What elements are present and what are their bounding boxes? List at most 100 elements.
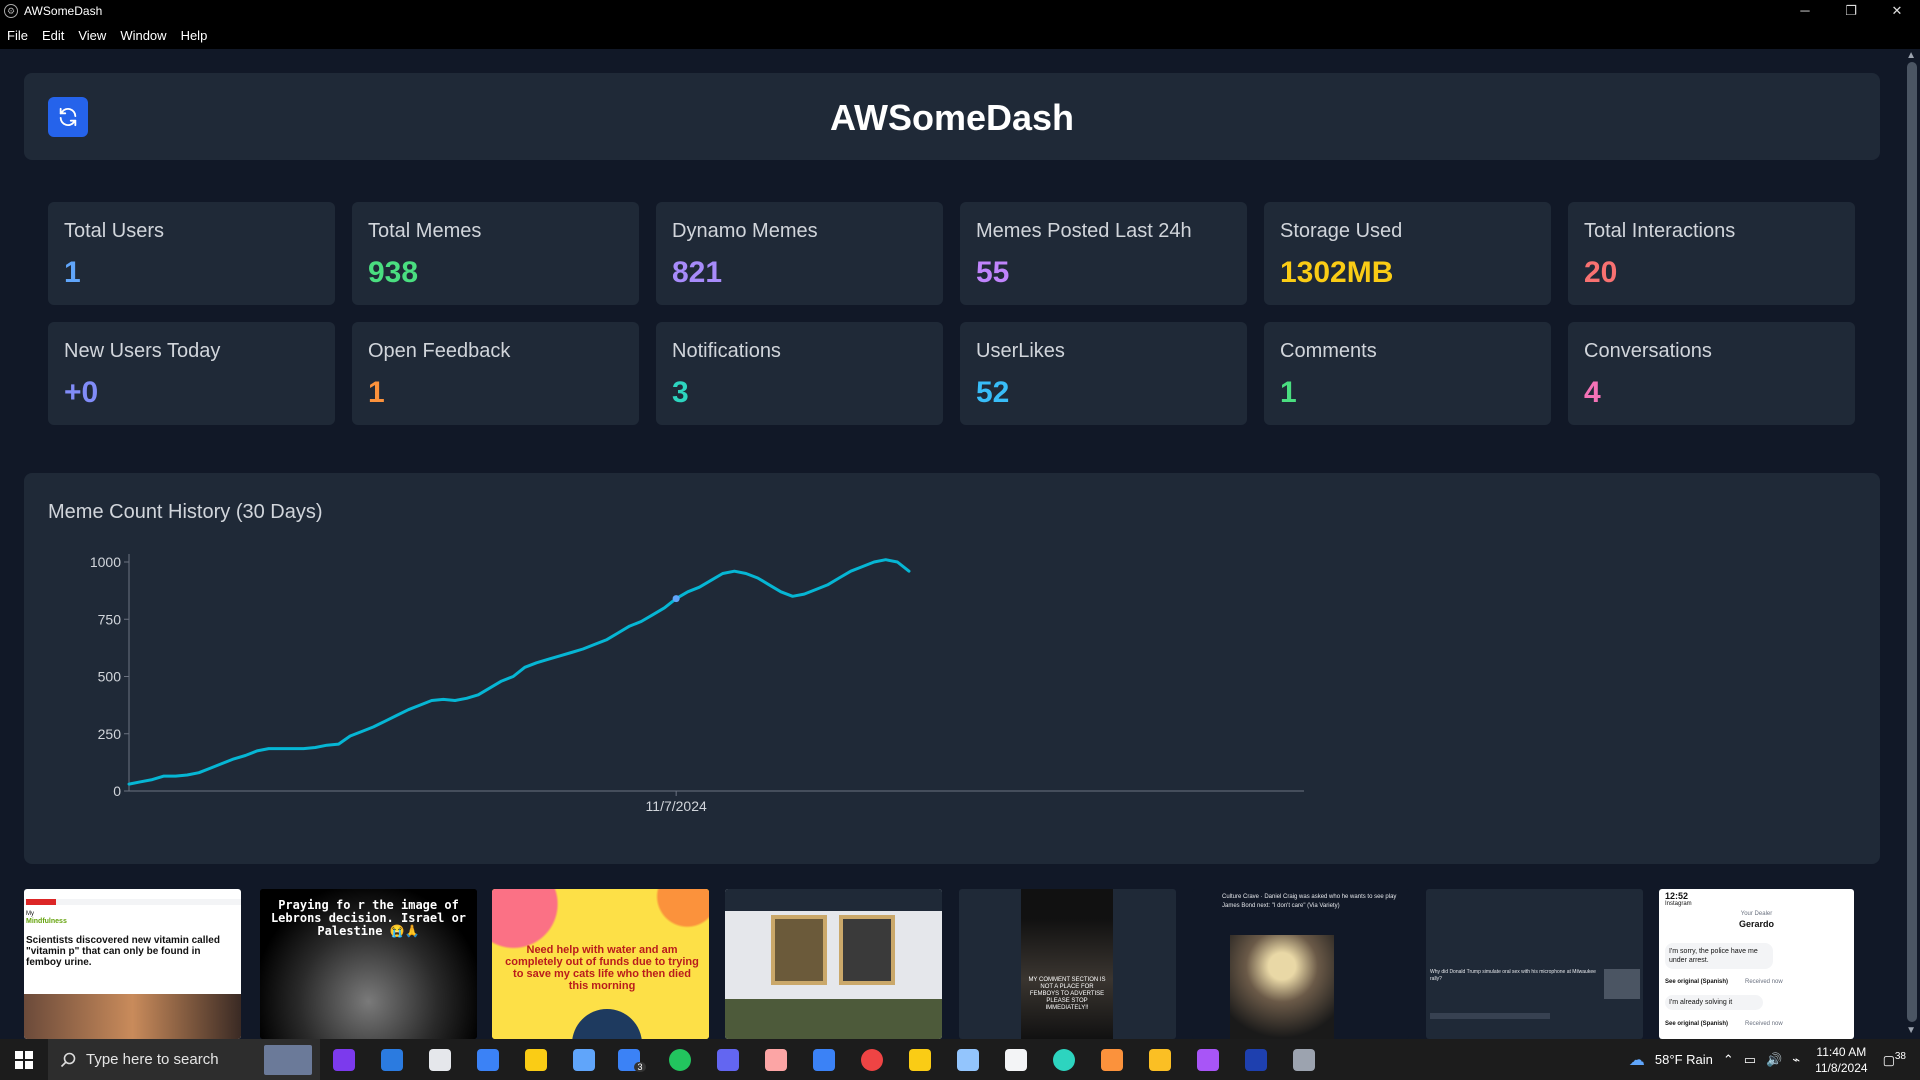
network-icon[interactable]: ⌁ xyxy=(1792,1051,1801,1067)
epic-icon[interactable] xyxy=(992,1039,1040,1080)
thumbnail-8[interactable]: 12:52 Instagram Your Dealer Gerardo I'm … xyxy=(1659,889,1854,1039)
stat-value: 20 xyxy=(1584,256,1618,289)
thumbnail-7-text: Why did Donald Trump simulate oral sex w… xyxy=(1430,969,1596,982)
chart-card: Meme Count History (30 Days) 0 250 500 750 1… xyxy=(24,473,1880,864)
stat-label: New Users Today xyxy=(64,340,221,362)
chart-highlight-point[interactable] xyxy=(672,595,680,603)
header-card: AWSomeDash xyxy=(24,73,1880,160)
start-button[interactable] xyxy=(0,1039,48,1080)
thumbnail-6-text: Culture Crave · Daniel Craig was asked w… xyxy=(1222,894,1397,909)
stat-value: 821 xyxy=(672,256,723,289)
thumbnail-3-text: Need help with water and am completely o… xyxy=(505,944,699,992)
stat-card-storage-used: Storage Used 1302MB xyxy=(1264,202,1551,305)
stat-label: Comments xyxy=(1280,340,1377,362)
restore-button[interactable]: ❐ xyxy=(1845,3,1857,18)
page-title: AWSomeDash xyxy=(829,97,1075,138)
stat-card-open-feedback: Open Feedback 1 xyxy=(352,322,639,425)
vectorworks-icon[interactable] xyxy=(416,1039,464,1080)
weather-text[interactable]: 58°F Rain xyxy=(1654,1052,1713,1067)
app-burst-icon[interactable] xyxy=(1088,1039,1136,1080)
shell-icon[interactable] xyxy=(752,1039,800,1080)
stat-card-total-memes: Total Memes 938 xyxy=(352,202,639,305)
refresh-button[interactable] xyxy=(48,97,88,137)
refresh-icon xyxy=(59,107,77,127)
vscode-icon[interactable] xyxy=(368,1039,416,1080)
close-button[interactable]: ✕ xyxy=(1891,3,1903,18)
chart-series-line xyxy=(127,558,911,786)
stat-value: 1 xyxy=(64,256,81,289)
chat-see-original-1: See original (Spanish) xyxy=(1665,979,1729,985)
scroll-up-icon[interactable]: ▲ xyxy=(1906,50,1916,61)
search-highlight-image xyxy=(264,1045,312,1075)
menu-file[interactable]: File xyxy=(7,27,28,43)
mail-icon[interactable]: 3 xyxy=(608,1039,656,1080)
stat-value: 3 xyxy=(672,376,689,409)
stat-label: Memes Posted Last 24h xyxy=(976,220,1192,242)
electron-icon[interactable] xyxy=(1280,1039,1328,1080)
taskbar-search[interactable]: Type here to search xyxy=(48,1039,320,1080)
file-explorer-icon[interactable] xyxy=(512,1039,560,1080)
stat-label: Total Interactions xyxy=(1584,220,1736,242)
copilot-icon[interactable] xyxy=(320,1039,368,1080)
volume-icon[interactable]: 🔊 xyxy=(1766,1051,1783,1067)
window-controls: ─ ❐ ✕ xyxy=(1782,0,1920,21)
menu-edit[interactable]: Edit xyxy=(41,27,65,43)
clock-time: 11:40 AM xyxy=(1816,1044,1867,1059)
windows-icon xyxy=(15,1050,33,1069)
thumbnail-7[interactable]: Why did Donald Trump simulate oral sex w… xyxy=(1426,889,1643,1039)
thumbnail-5[interactable]: MY COMMENT SECTION IS NOT A PLACE FOR FE… xyxy=(959,889,1176,1039)
thumbnail-3[interactable]: Need help with water and am completely o… xyxy=(492,889,709,1039)
clock-date: 11/8/2024 xyxy=(1815,1060,1868,1075)
stat-value: 1 xyxy=(368,376,385,409)
chart-y-tick-label: 750 xyxy=(98,611,122,627)
stat-value: 4 xyxy=(1584,376,1601,409)
app-icon: ⚙ xyxy=(4,3,18,18)
notification-count: 38 xyxy=(1894,1050,1906,1062)
clock[interactable]: 11:40 AM 11/8/2024 xyxy=(1805,1044,1878,1076)
chat-back: Instagram xyxy=(1665,901,1692,907)
edge-icon[interactable] xyxy=(656,1039,704,1080)
chart-y-tick-label: 1000 xyxy=(90,554,121,570)
menu-help[interactable]: Help xyxy=(180,27,208,43)
chrome-icon[interactable] xyxy=(848,1039,896,1080)
stat-label: Total Memes xyxy=(368,220,482,242)
chat-time: 12:52 xyxy=(1665,891,1689,901)
chat-message-2: I'm already solving it xyxy=(1665,995,1763,1010)
thumbnail-5-text: MY COMMENT SECTION IS NOT A PLACE FOR FE… xyxy=(1028,977,1106,1011)
chart-x-tick-label: 11/7/2024 xyxy=(646,798,707,814)
app-globe-icon[interactable] xyxy=(1040,1039,1088,1080)
thumbnail-4[interactable] xyxy=(725,889,942,1039)
stat-label: Dynamo Memes xyxy=(672,220,818,242)
chat-received-1: Received now xyxy=(1745,979,1783,985)
meme-thumbnails: My Mindfulness Scientists discovered new… xyxy=(24,889,1874,1039)
scroll-down-icon[interactable]: ▼ xyxy=(1906,1025,1916,1036)
stat-card-memes-posted-last-24h: Memes Posted Last 24h 55 xyxy=(960,202,1247,305)
thumbnail-2-text: Praying fo r the image of Lebrons decisi… xyxy=(270,898,467,938)
minimize-button[interactable]: ─ xyxy=(1800,3,1810,18)
search-icon xyxy=(60,1052,76,1067)
app-purple-icon[interactable] xyxy=(1184,1039,1232,1080)
thumbnail-6[interactable]: Culture Crave · Daniel Craig was asked w… xyxy=(1192,889,1409,1039)
stat-card-conversations: Conversations 4 xyxy=(1568,322,1855,425)
weather-icon[interactable]: ☁ xyxy=(1628,1051,1645,1069)
chart-y-tick-label: 500 xyxy=(98,669,122,685)
stat-value: 1302MB xyxy=(1280,256,1394,289)
calculator-icon[interactable] xyxy=(464,1039,512,1080)
powershell-icon[interactable] xyxy=(1232,1039,1280,1080)
store-icon[interactable] xyxy=(560,1039,608,1080)
steam-icon[interactable] xyxy=(944,1039,992,1080)
tray-chevron-icon[interactable]: ⌃ xyxy=(1722,1051,1734,1067)
thumbnail-2[interactable]: Praying fo r the image of Lebrons decisi… xyxy=(260,889,477,1039)
app-canvas-icon[interactable] xyxy=(1136,1039,1184,1080)
sticky-notes-icon[interactable] xyxy=(896,1039,944,1080)
mail-badge: 3 xyxy=(634,1061,646,1072)
power-automate-icon[interactable] xyxy=(704,1039,752,1080)
notification-icon[interactable]: ▢38 xyxy=(1882,1050,1906,1068)
menu-window[interactable]: Window xyxy=(120,27,167,43)
app-a-icon[interactable] xyxy=(800,1039,848,1080)
scrollbar-thumb[interactable] xyxy=(1907,62,1917,1022)
menu-view[interactable]: View xyxy=(78,27,107,43)
thumbnail-1[interactable]: My Mindfulness Scientists discovered new… xyxy=(24,889,241,1039)
meet-now-icon[interactable]: ▭ xyxy=(1743,1051,1757,1067)
taskbar: Type here to search 3 ☁ 58°F Rain ⌃ ▭ 🔊 … xyxy=(0,1039,1920,1080)
